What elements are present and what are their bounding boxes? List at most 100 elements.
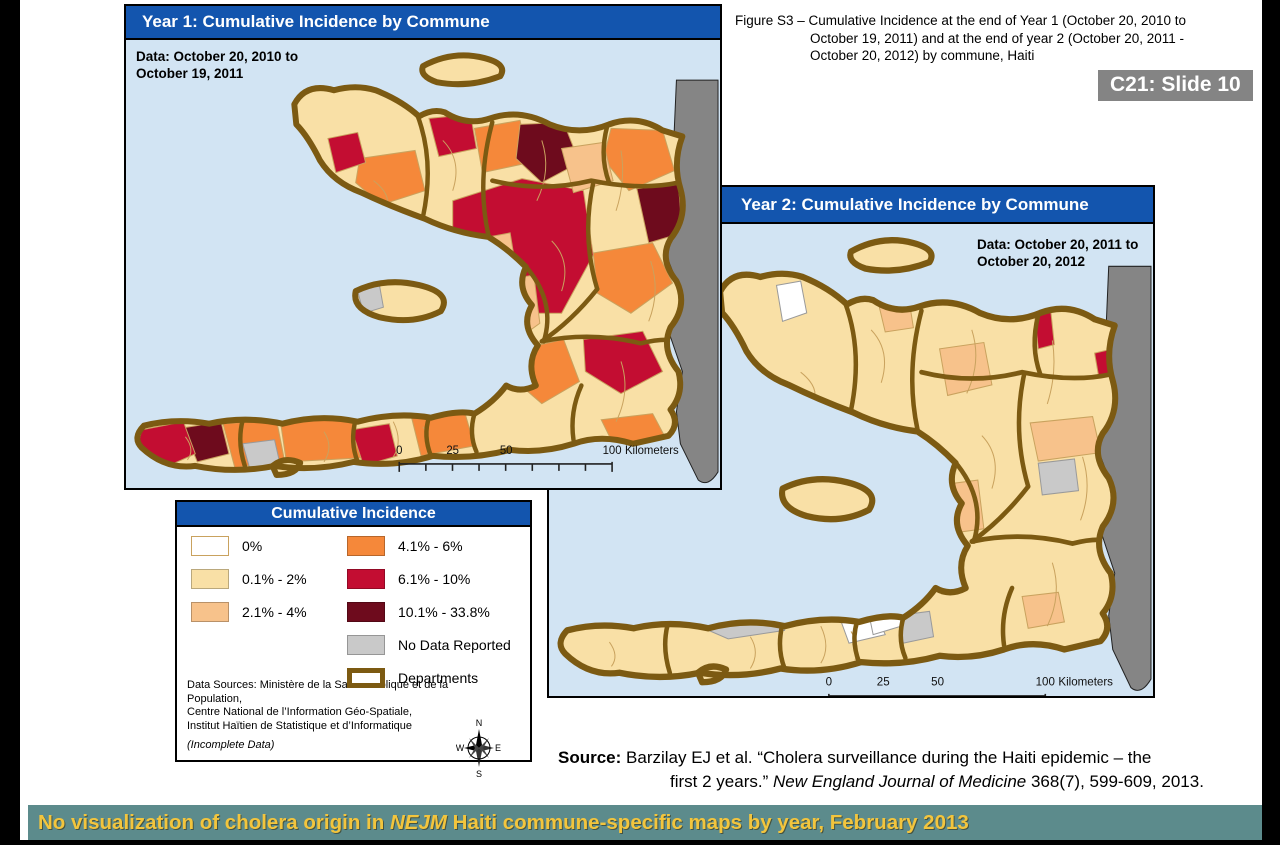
- legend-item: 0%: [191, 536, 262, 556]
- legend-item: 2.1% - 4%: [191, 602, 307, 622]
- legend-item-label: 10.1% - 33.8%: [398, 604, 490, 620]
- legend-item: Departments: [347, 668, 478, 688]
- banner-text: No visualization of cholera origin in NE…: [38, 810, 969, 834]
- legend-item: 10.1% - 33.8%: [347, 602, 490, 622]
- data-sources-line: Institut Haïtien de Statistique et d’Inf…: [187, 719, 413, 732]
- commune-border: [820, 625, 827, 664]
- commune-border: [1046, 562, 1057, 627]
- legend-swatch-crimson: [347, 569, 385, 589]
- legend-item: 6.1% - 10%: [347, 569, 470, 589]
- commune-patch-peach: [938, 341, 993, 397]
- legend-item-label: Departments: [398, 670, 479, 686]
- commune-border: [1046, 340, 1055, 405]
- department-border: [424, 415, 434, 459]
- commune-patch-peach: [1021, 591, 1066, 629]
- compass-s-label: S: [476, 769, 482, 779]
- haiti-landmass: [782, 479, 873, 520]
- slide-number-tag: C21: Slide 10: [1098, 70, 1253, 101]
- department-border: [662, 621, 673, 676]
- year2-data-note-line2: October 20, 2012: [977, 254, 1086, 269]
- compass-w-label: W: [456, 743, 465, 753]
- commune-border: [966, 329, 977, 394]
- year1-title-bar: Year 1: Cumulative Incidence by Commune: [126, 6, 720, 40]
- commune-patch-crimson: [327, 131, 367, 174]
- commune-border: [981, 435, 996, 489]
- scale-bar-ticks: [398, 461, 613, 472]
- year1-data-note: Data: October 20, 2010 to October 19, 20…: [136, 48, 298, 82]
- year1-haiti-map: 0 25 50 100 Kilometers: [126, 40, 720, 488]
- year1-title: Year 1: Cumulative Incidence by Commune: [142, 12, 490, 31]
- haiti-coastline: [352, 279, 447, 324]
- legend-title: Cumulative Incidence: [177, 502, 530, 527]
- commune-border: [551, 240, 566, 292]
- commune-border: [648, 260, 656, 322]
- svg-text:100: 100: [1036, 674, 1056, 688]
- department-border: [842, 299, 859, 413]
- svg-text:25: 25: [446, 445, 459, 457]
- legend-item-label: 2.1% - 4%: [242, 604, 307, 620]
- haiti-coastline: [419, 52, 506, 88]
- legend-item-label: 0.1% - 2%: [242, 571, 307, 587]
- legend-item: 4.1% - 6%: [347, 536, 463, 556]
- legend-swatch-nodata: [347, 635, 385, 655]
- haiti-coastline: [557, 270, 1119, 681]
- source-citation: Source: Barzilay EJ et al. “Cholera surv…: [558, 746, 1204, 794]
- commune-border: [615, 150, 624, 211]
- svg-text:Kilometers: Kilometers: [1058, 674, 1113, 688]
- department-border: [852, 619, 862, 665]
- source-citation-line2: first 2 years.” New England Journal of M…: [670, 772, 1204, 791]
- legend-swatch-white-departments: [347, 668, 385, 688]
- department-border: [469, 411, 479, 455]
- legend-swatch-maroon: [347, 602, 385, 622]
- department-border: [919, 369, 1113, 381]
- commune-patch-orange: [355, 149, 426, 206]
- commune-patch-crimson: [582, 330, 664, 395]
- svg-text:Kilometers: Kilometers: [625, 445, 679, 457]
- legend-swatch-cream: [191, 569, 229, 589]
- legend-swatch-orange: [347, 536, 385, 556]
- year1-map-panel: Year 1: Cumulative Incidence by Commune …: [124, 4, 722, 490]
- commune-border: [1080, 456, 1088, 521]
- commune-border: [749, 636, 756, 669]
- department-border: [238, 417, 248, 469]
- legend-item-label: No Data Reported: [398, 637, 511, 653]
- department-border: [525, 266, 550, 344]
- data-sources-line: Centre National de l’Information Géo-Spa…: [187, 706, 413, 718]
- commune-border: [609, 641, 616, 667]
- commune-patch-white: [775, 280, 808, 323]
- svg-text:100: 100: [603, 445, 622, 457]
- source-citation-line1: Source: Barzilay EJ et al. “Cholera surv…: [558, 748, 1152, 767]
- year2-data-note: Data: October 20, 2011 to October 20, 20…: [977, 236, 1138, 270]
- commune-patch-nodata: [1037, 458, 1080, 496]
- haiti-coastline: [779, 475, 876, 523]
- commune-patch-crimson: [351, 423, 398, 467]
- department-border: [910, 308, 924, 432]
- figure-caption-line: October 20, 2012) by commune, Haiti: [810, 48, 1035, 63]
- department-border: [481, 120, 495, 238]
- legend-incomplete-note: (Incomplete Data): [187, 739, 275, 751]
- year1-data-note-line1: Data: October 20, 2010 to: [136, 49, 299, 64]
- legend-item-label: 0%: [242, 538, 263, 554]
- commune-border: [870, 329, 886, 383]
- compass-star: [464, 729, 494, 767]
- year2-title: Year 2: Cumulative Incidence by Commune: [741, 194, 1089, 214]
- haiti-coastline: [269, 457, 304, 478]
- legend-item-label: 6.1% - 10%: [398, 571, 471, 587]
- compass-n-label: N: [476, 718, 483, 728]
- commune-patch-peach: [1029, 416, 1102, 462]
- svg-text:50: 50: [500, 445, 513, 457]
- figure-caption-line: Figure S3 – Cumulative Incidence at the …: [735, 13, 1187, 28]
- svg-text:25: 25: [877, 674, 890, 688]
- department-border: [1000, 585, 1015, 648]
- bottom-banner: No visualization of cholera origin in NE…: [28, 805, 1262, 840]
- haiti-landmass: [850, 240, 932, 271]
- legend: Cumulative Incidence Data Sources: Minis…: [175, 500, 532, 779]
- haiti-landmass: [422, 55, 503, 85]
- scale-bar: 0 25 50 100 Kilometers: [396, 445, 679, 472]
- legend-swatch-peach: [191, 602, 229, 622]
- figure-caption: Figure S3 – Cumulative Incidence at the …: [735, 12, 1186, 65]
- commune-border: [185, 436, 192, 461]
- department-border: [414, 112, 430, 220]
- department-border: [539, 286, 600, 344]
- department-border: [570, 383, 584, 443]
